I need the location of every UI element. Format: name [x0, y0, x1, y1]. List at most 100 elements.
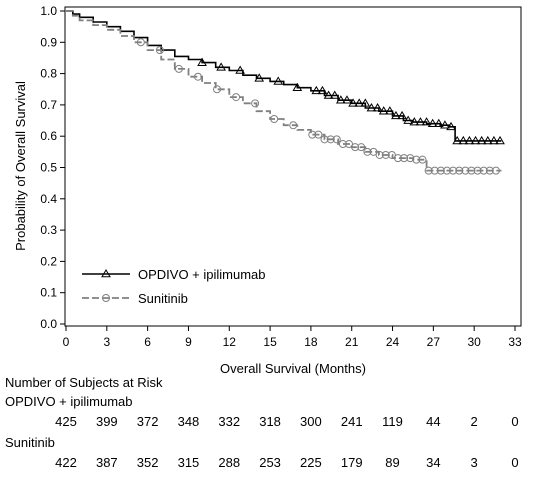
censor-marker-opdivo-ipilimumab	[197, 57, 207, 66]
x-tick-label: 30	[468, 335, 482, 349]
censor-marker-sunitinib	[232, 93, 241, 102]
censor-marker-sunitinib	[436, 166, 445, 175]
x-axis-title: Overall Survival (Months)	[220, 361, 366, 376]
legend-marker-sunitinib	[102, 294, 110, 302]
censor-marker-sunitinib	[455, 166, 464, 175]
censor-marker-sunitinib	[357, 143, 366, 152]
y-axis-title: Probability of Overall Survival	[13, 81, 28, 251]
x-tick-label: 3	[103, 335, 110, 349]
censor-marker-sunitinib	[412, 155, 421, 164]
censor-marker-opdivo-ipilimumab	[384, 106, 395, 115]
censor-marker-opdivo-ipilimumab	[489, 135, 499, 145]
censor-marker-sunitinib	[351, 143, 360, 152]
censor-marker-sunitinib	[251, 99, 260, 108]
y-tick-label: 0.3	[40, 223, 57, 237]
censor-marker-opdivo-ipilimumab	[421, 117, 432, 126]
censor-marker-sunitinib	[467, 166, 476, 175]
censor-marker-sunitinib	[442, 166, 451, 175]
x-tick-label: 12	[223, 335, 237, 349]
legend-marker-opdivo-ipilimumab	[101, 269, 111, 278]
censor-marker-opdivo-ipilimumab	[378, 106, 389, 115]
censor-marker-sunitinib	[387, 150, 396, 159]
censor-marker-sunitinib	[430, 166, 439, 175]
censor-marker-opdivo-ipilimumab	[427, 118, 438, 127]
censor-marker-opdivo-ipilimumab	[372, 103, 383, 112]
y-tick-label: 0.4	[40, 192, 57, 206]
censor-marker-sunitinib	[270, 114, 279, 123]
x-tick-label: 27	[427, 335, 441, 349]
x-tick-label: 33	[508, 335, 522, 349]
y-axis: 0.0 0.1 0.2 0.3 0.4 0.5 0.6 0.7 0.8 0.9 1.0	[40, 4, 65, 331]
x-tick-label: 6	[144, 335, 151, 349]
legend-label-opdivo-ipilimumab: OPDIVO + ipilimumab	[138, 267, 266, 282]
censor-marker-opdivo-ipilimumab	[391, 110, 401, 120]
censor-marker-opdivo-ipilimumab	[452, 135, 463, 145]
censor-marker-sunitinib	[485, 166, 494, 175]
censor-marker-opdivo-ipilimumab	[254, 73, 265, 82]
y-tick-label: 0.0	[40, 317, 57, 331]
x-tick-label: 21	[345, 335, 359, 349]
censor-marker-opdivo-ipilimumab	[342, 95, 352, 104]
censor-marker-sunitinib	[174, 64, 183, 73]
y-tick-label: 0.1	[40, 286, 57, 300]
legend-label-sunitinib: Sunitinib	[138, 291, 188, 306]
censor-marker-sunitinib	[155, 46, 164, 55]
censor-marker-sunitinib	[326, 135, 335, 144]
censor-marker-opdivo-ipilimumab	[482, 135, 493, 145]
censor-marker-opdivo-ipilimumab	[476, 135, 487, 145]
censor-marker-sunitinib	[289, 121, 298, 130]
x-tick-label: 24	[386, 335, 400, 349]
censor-marker-sunitinib	[449, 166, 458, 175]
censor-marker-opdivo-ipilimumab	[216, 62, 226, 71]
censor-marker-opdivo-ipilimumab	[292, 82, 303, 91]
censor-marker-opdivo-ipilimumab	[354, 98, 365, 107]
censor-marker-sunitinib	[338, 140, 347, 149]
censor-marker-sunitinib	[424, 166, 433, 175]
censor-marker-opdivo-ipilimumab	[311, 85, 322, 95]
censor-marker-sunitinib	[320, 135, 329, 144]
censor-marker-opdivo-ipilimumab	[446, 121, 456, 131]
y-tick-label: 0.5	[40, 161, 57, 175]
censor-marker-sunitinib	[393, 154, 402, 163]
censor-marker-opdivo-ipilimumab	[360, 98, 371, 107]
censor-marker-opdivo-ipilimumab	[458, 135, 469, 145]
censor-marker-opdivo-ipilimumab	[403, 115, 414, 124]
censor-marker-sunitinib	[213, 85, 222, 94]
censor-marker-sunitinib	[345, 140, 354, 149]
censor-marker-opdivo-ipilimumab	[409, 117, 420, 126]
censor-marker-sunitinib	[308, 130, 317, 139]
censor-marker-opdivo-ipilimumab	[397, 110, 407, 120]
censor-marker-opdivo-ipilimumab	[415, 117, 426, 126]
censor-marker-sunitinib	[136, 38, 145, 47]
x-tick-label: 15	[263, 335, 277, 349]
y-tick-label: 0.7	[40, 98, 57, 112]
censor-marker-sunitinib	[332, 135, 341, 144]
censor-marker-opdivo-ipilimumab	[348, 98, 358, 107]
censor-marker-sunitinib	[400, 154, 409, 163]
x-axis: 0 3 6 9 12 15 18 21 24 27 30 33	[63, 326, 522, 349]
x-tick-label: 0	[63, 335, 70, 349]
y-tick-label: 0.6	[40, 129, 57, 143]
censor-marker-opdivo-ipilimumab	[335, 95, 346, 104]
censor-marker-opdivo-ipilimumab	[235, 65, 246, 74]
censor-marker-opdivo-ipilimumab	[495, 135, 505, 145]
censor-marker-sunitinib	[381, 150, 390, 159]
legend: OPDIVO + ipilimumab Sunitinib	[82, 267, 266, 306]
censor-marker-opdivo-ipilimumab	[273, 76, 284, 85]
censor-marker-opdivo-ipilimumab	[366, 103, 377, 112]
x-tick-label: 9	[185, 335, 192, 349]
censor-marker-sunitinib	[418, 155, 427, 164]
censor-marker-sunitinib	[363, 147, 372, 156]
censor-marker-sunitinib	[369, 147, 378, 156]
censor-marker-sunitinib	[473, 166, 482, 175]
series-line-sunitinib	[66, 10, 502, 172]
series-layer	[66, 10, 505, 175]
censor-marker-opdivo-ipilimumab	[433, 118, 444, 127]
censor-marker-sunitinib	[479, 166, 488, 175]
censor-marker-sunitinib	[314, 130, 323, 139]
x-tick-label: 18	[304, 335, 318, 349]
censor-marker-sunitinib	[406, 154, 415, 163]
censor-marker-opdivo-ipilimumab	[317, 85, 328, 95]
censor-marker-opdivo-ipilimumab	[323, 90, 334, 99]
y-tick-label: 0.8	[40, 67, 57, 81]
